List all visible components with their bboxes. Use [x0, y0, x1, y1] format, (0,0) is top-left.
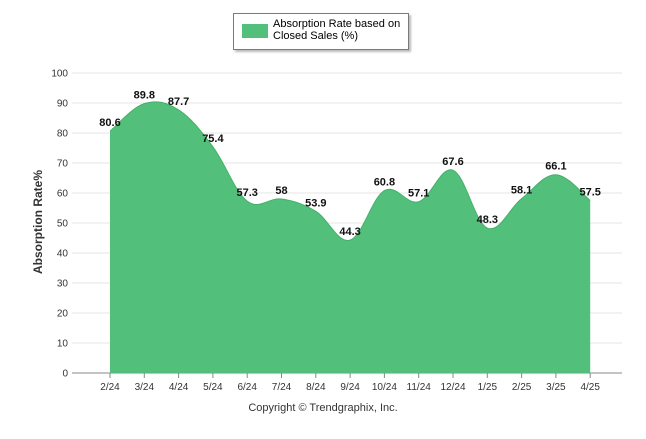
data-label: 48.3: [477, 214, 498, 226]
x-tick-label: 4/24: [169, 382, 189, 393]
y-tick-label: 20: [57, 309, 69, 320]
x-tick-label: 2/24: [100, 382, 120, 393]
y-tick-label: 0: [62, 369, 68, 380]
x-tick-label: 12/24: [440, 382, 465, 393]
data-label: 57.5: [579, 187, 600, 199]
x-tick-label: 5/24: [203, 382, 223, 393]
legend-swatch: [242, 24, 268, 38]
data-label: 58: [275, 185, 287, 197]
x-tick-label: 10/24: [372, 382, 397, 393]
y-tick-label: 60: [57, 189, 69, 200]
data-label: 89.8: [134, 90, 155, 102]
x-tick-label: 9/24: [340, 382, 360, 393]
series-area: [110, 101, 591, 373]
data-label: 57.3: [236, 187, 257, 199]
y-axis-title: Absorption Rate%: [31, 169, 45, 275]
data-label: 66.1: [545, 161, 566, 173]
y-tick-label: 10: [57, 339, 69, 350]
x-tick-label: 11/24: [407, 382, 432, 393]
y-tick-label: 30: [57, 279, 69, 290]
y-tick-label: 70: [57, 159, 69, 170]
legend-label: Absorption Rate based on Closed Sales (%…: [273, 18, 401, 42]
y-tick-label: 50: [57, 219, 69, 230]
data-label: 75.4: [202, 133, 224, 145]
y-tick-label: 100: [51, 69, 68, 80]
y-tick-label: 90: [57, 99, 69, 110]
data-label: 58.1: [511, 185, 532, 197]
data-label: 67.6: [442, 156, 463, 168]
x-tick-label: 3/24: [135, 382, 155, 393]
x-tick-label: 8/24: [306, 382, 326, 393]
x-tick-label: 1/25: [478, 382, 498, 393]
data-label: 53.9: [305, 197, 326, 209]
x-tick-label: 2/25: [512, 382, 532, 393]
data-label: 44.3: [339, 226, 360, 238]
data-label: 80.6: [99, 117, 120, 129]
y-tick-label: 80: [57, 129, 69, 140]
copyright-text: Copyright © Trendgraphix, Inc.: [248, 402, 398, 414]
legend: Absorption Rate based on Closed Sales (%…: [233, 13, 409, 50]
x-tick-label: 6/24: [237, 382, 257, 393]
x-tick-label: 7/24: [272, 382, 292, 393]
data-label: 87.7: [168, 96, 189, 108]
y-tick-label: 40: [57, 249, 69, 260]
x-tick-label: 3/25: [546, 382, 566, 393]
data-label: 60.8: [374, 177, 395, 189]
x-tick-label: 4/25: [580, 382, 600, 393]
data-label: 57.1: [408, 188, 429, 200]
series-line: [109, 101, 591, 241]
